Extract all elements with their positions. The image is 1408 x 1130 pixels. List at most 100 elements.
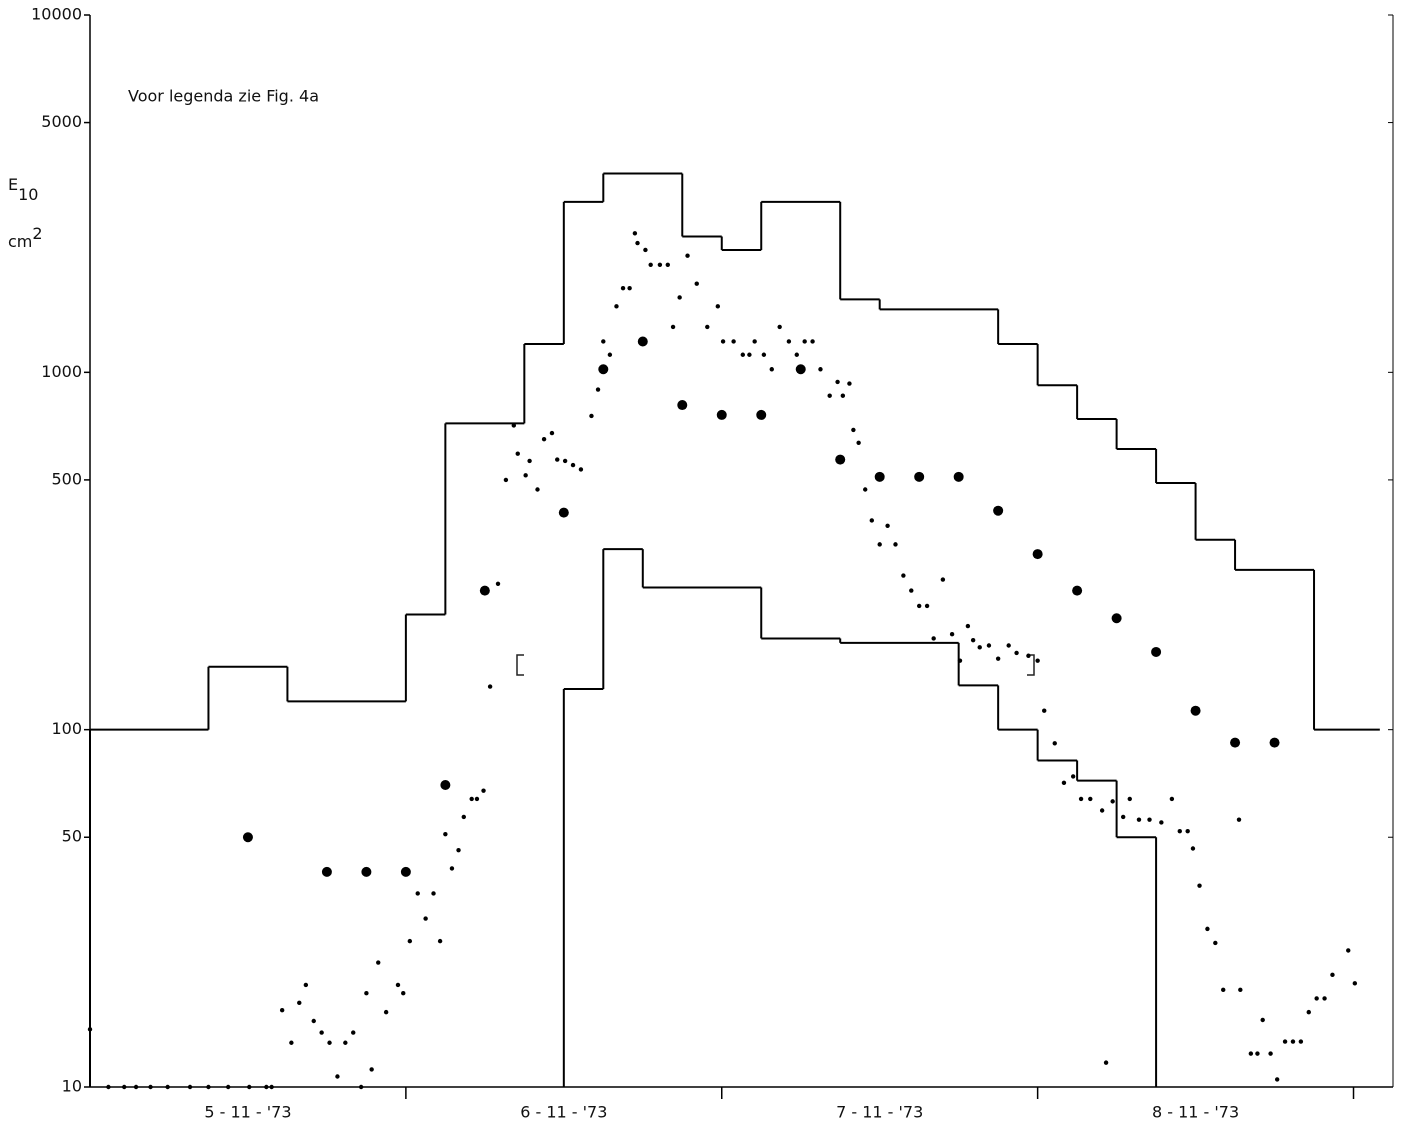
small-dot <box>1006 643 1011 648</box>
small-dot <box>1078 796 1084 802</box>
small-dot <box>1103 1060 1109 1065</box>
small-dot <box>311 1018 316 1024</box>
bracket <box>1027 654 1035 676</box>
large-dot <box>361 866 372 877</box>
small-dot <box>705 324 710 330</box>
bracket <box>516 654 524 676</box>
small-dot <box>106 1084 111 1090</box>
small-dot <box>856 440 861 446</box>
small-dot <box>877 542 882 547</box>
y-tick-label: 10000 <box>31 5 82 24</box>
small-dot <box>731 339 736 344</box>
small-dot <box>769 367 774 372</box>
small-dot <box>818 367 823 372</box>
small-dot <box>970 637 976 643</box>
small-dot <box>87 1027 93 1032</box>
small-dot <box>487 684 493 689</box>
small-dot <box>527 458 532 464</box>
y-tick-label: 1000 <box>41 362 82 381</box>
small-dot <box>511 423 517 428</box>
small-dot <box>165 1084 170 1090</box>
small-dot <box>1014 650 1019 656</box>
small-dot <box>1127 796 1132 802</box>
small-dot <box>297 1000 302 1006</box>
small-dot <box>620 285 626 291</box>
small-dot <box>289 1040 294 1045</box>
small-dot <box>1330 972 1335 978</box>
small-dot <box>863 487 868 492</box>
small-dot <box>601 339 606 344</box>
small-dot <box>909 588 914 593</box>
large-dot <box>1230 737 1241 748</box>
small-dot <box>632 231 638 236</box>
small-dot <box>431 891 436 896</box>
large-dot <box>677 400 688 411</box>
small-dot <box>752 339 757 344</box>
large-dot <box>637 336 648 347</box>
large-dot <box>1111 613 1122 624</box>
x-label: 6 - 11 - '73 <box>520 1103 607 1122</box>
small-dot <box>1298 1039 1304 1044</box>
small-dot <box>614 304 619 309</box>
small-dot <box>1035 658 1040 663</box>
small-dot <box>657 262 663 267</box>
small-dot <box>225 1084 231 1090</box>
large-dot <box>874 471 885 482</box>
small-dot <box>827 393 832 398</box>
large-dot <box>716 409 727 420</box>
small-dot <box>840 393 846 398</box>
small-dot <box>589 413 594 419</box>
small-dot <box>965 623 971 629</box>
large-dot <box>558 507 569 518</box>
small-dot <box>247 1084 252 1090</box>
small-dot <box>515 451 520 456</box>
small-dot <box>1352 981 1358 986</box>
small-dot <box>685 253 690 258</box>
large-dot <box>1151 646 1162 657</box>
small-dot <box>206 1084 211 1090</box>
small-dot <box>885 523 890 528</box>
small-dot <box>627 285 632 291</box>
large-dot <box>953 471 964 482</box>
small-dot <box>1147 817 1152 822</box>
small-dot <box>740 352 746 357</box>
small-dot <box>1169 796 1175 802</box>
annotation: Voor legenda zie Fig. 4a <box>128 87 319 106</box>
small-dot <box>901 573 906 578</box>
small-dot <box>481 788 486 793</box>
small-dot <box>562 458 568 464</box>
small-dot <box>761 352 767 357</box>
small-dot <box>376 960 381 965</box>
small-dot <box>949 631 955 637</box>
small-dot <box>358 1084 364 1090</box>
y-unit-superscript: 2 <box>32 224 42 243</box>
small-dot <box>1236 817 1242 822</box>
small-dot <box>319 1030 324 1035</box>
x-label: 5 - 11 - '73 <box>204 1103 291 1122</box>
small-dot <box>635 240 640 246</box>
small-dot <box>931 636 936 641</box>
large-dot <box>993 505 1004 516</box>
large-dot <box>598 364 609 375</box>
small-dot <box>665 262 670 267</box>
small-dot <box>535 487 540 492</box>
small-dot <box>469 796 474 802</box>
small-dot <box>810 339 815 344</box>
small-dot <box>648 262 653 267</box>
small-dot <box>555 457 560 462</box>
large-dot <box>321 866 332 877</box>
small-dot <box>437 938 443 944</box>
small-dot <box>1197 883 1202 888</box>
y-label: E10 <box>8 175 38 204</box>
small-dot <box>303 982 309 988</box>
small-dot <box>1268 1051 1273 1056</box>
small-dot <box>503 477 509 483</box>
small-dot <box>461 814 466 820</box>
small-dot <box>1238 987 1243 993</box>
small-dot <box>1177 828 1182 834</box>
small-dot <box>364 991 369 996</box>
small-dot <box>383 1009 389 1015</box>
small-dot <box>1099 808 1105 813</box>
small-dot <box>1314 996 1319 1001</box>
